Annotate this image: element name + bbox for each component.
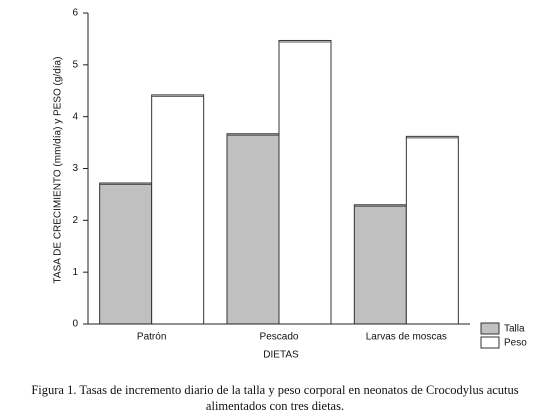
y-tick-label: 2 [72, 215, 78, 226]
caption: Figura 1. Tasas de incremento diario de … [31, 383, 518, 397]
bar [151, 94, 205, 325]
y-axis-label: TASA DE CRECIMIENTO (mm/día) y PESO (g/d… [53, 57, 64, 284]
y-tick-label: 1 [72, 267, 78, 278]
y-tick-label: 5 [72, 59, 78, 70]
y-tick-label: 3 [72, 163, 78, 174]
legend-label: Talla [504, 324, 525, 335]
bar [226, 133, 280, 325]
bar [99, 182, 153, 325]
y-tick-label: 6 [72, 8, 78, 19]
x-axis-label: DIETAS [263, 350, 299, 361]
bar [278, 39, 332, 325]
y-tick-label: 0 [72, 319, 78, 330]
legend-swatch [480, 322, 500, 335]
x-tick-label: Pescado [260, 332, 299, 343]
x-tick-label: Patrón [137, 332, 166, 343]
y-tick-label: 4 [72, 111, 78, 122]
x-tick-label: Larvas de moscas [366, 332, 447, 343]
legend-swatch [480, 336, 500, 349]
bar [353, 204, 407, 325]
caption: alimentados con tres dietas. [206, 399, 344, 413]
bar [405, 135, 459, 325]
legend-label: Peso [504, 338, 527, 349]
